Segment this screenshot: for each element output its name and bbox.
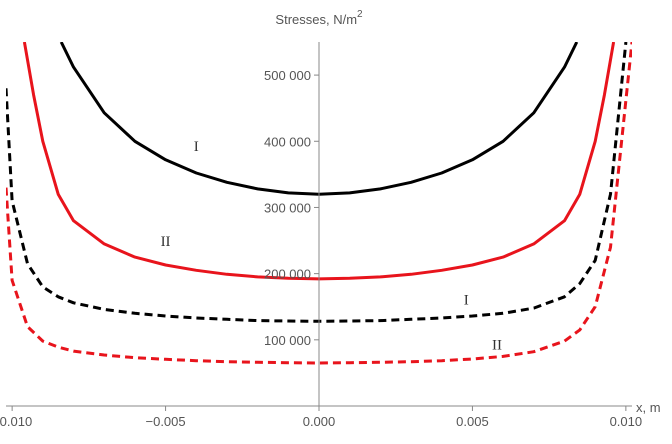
y-tick-label: 300 000: [264, 200, 311, 215]
curve-label: II: [161, 234, 171, 250]
axes-group: [6, 42, 632, 407]
curve-label: I: [194, 139, 199, 155]
y-tick-label: 400 000: [264, 134, 311, 149]
x-tick-label: −0.010: [0, 414, 32, 429]
curve-label: II: [492, 338, 502, 354]
y-axis-title-superscript: 2: [357, 9, 363, 20]
y-axis-title-text: Stresses, N/m: [275, 12, 357, 27]
y-axis-title: Stresses, N/m2: [275, 9, 363, 27]
y-tick-label: 500 000: [264, 68, 311, 83]
x-tick-label: −0.005: [146, 414, 186, 429]
x-tick-label: 0.000: [303, 414, 336, 429]
x-tick-label: 0.010: [610, 414, 643, 429]
ticks-group: −0.010 −0.005 0.000 0.005 0.010 100 000 200 00…: [0, 68, 642, 429]
y-tick-label: 100 000: [264, 333, 311, 348]
x-tick-label: 0.005: [456, 414, 489, 429]
series-line-4-dashed: [6, 42, 632, 365]
y-tick-label: 200 000: [264, 267, 311, 282]
curve-label: I: [464, 293, 469, 309]
x-axis-title: x, m: [636, 400, 661, 415]
series-line-3-dashed: [6, 42, 628, 323]
